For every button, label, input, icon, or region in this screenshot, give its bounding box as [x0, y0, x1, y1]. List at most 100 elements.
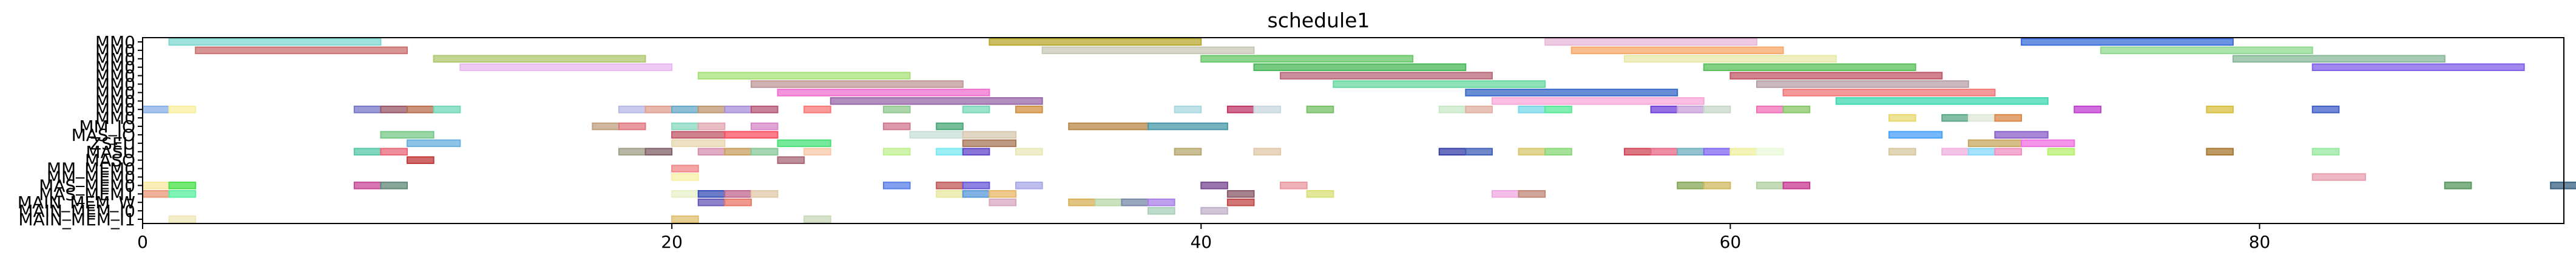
gantt-bar — [1967, 114, 1996, 122]
gantt-bar — [618, 122, 646, 131]
y-tick-label: MM_MEM0 — [47, 159, 135, 179]
gantt-bar — [2021, 139, 2075, 148]
gantt-bar — [936, 122, 964, 131]
y-tick-label: MM0 — [95, 58, 135, 78]
gantt-bar — [724, 148, 752, 156]
gantt-bar — [1200, 206, 1228, 215]
gantt-bar — [750, 80, 964, 88]
gantt-bar — [989, 190, 1017, 198]
gantt-bar — [195, 46, 408, 55]
gantt-bar — [962, 190, 990, 198]
y-tick-label: MM0 — [95, 83, 135, 103]
gantt-bar — [380, 131, 434, 139]
gantt-bar — [1703, 105, 1731, 114]
gantt-bar — [989, 198, 1017, 206]
gantt-bar — [750, 122, 779, 131]
gantt-bar — [777, 139, 831, 148]
gantt-bar — [1756, 105, 1784, 114]
gantt-bar — [697, 105, 726, 114]
x-tick-label: 80 — [2249, 232, 2271, 252]
gantt-bar — [618, 105, 646, 114]
gantt-bar — [380, 148, 408, 156]
gantt-bar — [697, 190, 726, 198]
chart-title: schedule1 — [1268, 9, 1370, 32]
gantt-bar — [1623, 148, 1652, 156]
gantt-bar — [989, 38, 1202, 46]
gantt-bar — [1967, 139, 2023, 148]
gantt-bar — [671, 173, 699, 181]
gantt-bar — [1729, 72, 1943, 80]
gantt-bar — [1491, 190, 1520, 198]
gantt-bar — [882, 105, 911, 114]
gantt-bar — [1015, 182, 1043, 189]
y-tick-label: MAS_MEM1 — [39, 184, 135, 204]
gantt-bar — [1941, 148, 1969, 156]
gantt-bar — [1174, 105, 1202, 114]
x-tick-label: 20 — [661, 232, 683, 252]
gantt-bar — [2311, 105, 2340, 114]
gantt-bar — [1226, 105, 1255, 114]
gantt-bar — [1306, 190, 1334, 198]
gantt-bar — [2206, 148, 2234, 156]
gantt-bar — [2100, 46, 2313, 55]
plot-frame — [142, 37, 2564, 224]
gantt-bar — [1703, 148, 1731, 156]
y-tick-label: MM0 — [95, 49, 135, 69]
gantt-bar — [1253, 148, 1282, 156]
bars-layer — [142, 38, 2576, 223]
gantt-bar — [750, 190, 779, 198]
gantt-bar — [724, 131, 779, 139]
gantt-bar — [803, 148, 831, 156]
gantt-bar — [1518, 148, 1546, 156]
gantt-bar — [697, 72, 911, 80]
gantt-bar — [1994, 148, 2023, 156]
y-tick-label: MM0 — [95, 75, 135, 95]
gantt-bar — [1041, 46, 1255, 55]
x-tick-label: 0 — [137, 232, 148, 252]
y-tick-label: MM0 — [95, 91, 135, 111]
gantt-bar — [1544, 38, 1757, 46]
gantt-bar — [1200, 55, 1414, 63]
gantt-bar — [697, 148, 726, 156]
gantt-bar — [2311, 63, 2525, 71]
gantt-bar — [1703, 182, 1731, 189]
gantt-bar — [2311, 148, 2340, 156]
gantt-bar — [1835, 97, 2049, 105]
gantt-bar — [1068, 122, 1149, 131]
gantt-bar — [830, 97, 1043, 105]
x-tick-label: 40 — [1190, 232, 1212, 252]
gantt-bar — [1280, 72, 1493, 80]
gantt-bar — [380, 182, 408, 189]
gantt-bar — [962, 148, 990, 156]
y-tick-label: MAS_MEM0 — [39, 176, 135, 196]
y-tick-label: MAIN_MEM_I1 — [18, 210, 135, 230]
gantt-bar — [1465, 105, 1493, 114]
gantt-bar — [1994, 114, 2023, 122]
gantt-bar — [1544, 148, 1572, 156]
gantt-bar — [353, 182, 382, 189]
gantt-bar — [1253, 105, 1282, 114]
gantt-bar — [1888, 148, 1916, 156]
gantt-bar — [142, 190, 170, 198]
gantt-bar — [168, 38, 382, 46]
y-tick-label: MAIN_MEM_W — [18, 193, 135, 213]
gantt-bar — [671, 105, 699, 114]
gantt-bar — [168, 105, 197, 114]
gantt-bar — [1756, 80, 1969, 88]
gantt-bar — [697, 198, 726, 206]
gantt-bar — [777, 156, 805, 164]
gantt-bar — [1518, 105, 1546, 114]
gantt-bar — [936, 190, 964, 198]
gantt-bar — [2206, 105, 2234, 114]
gantt-bar — [168, 215, 197, 223]
gantt-bar — [353, 148, 382, 156]
x-axis-ticks: 0 20 40 60 80 — [137, 223, 2270, 252]
gantt-bar — [803, 105, 831, 114]
gantt-bar — [1333, 80, 1546, 88]
gantt-bar — [1121, 198, 1149, 206]
gantt-bar — [1650, 105, 1678, 114]
gantt-bar — [724, 198, 752, 206]
gantt-bar — [1148, 198, 1175, 206]
gantt-bar — [671, 139, 726, 148]
